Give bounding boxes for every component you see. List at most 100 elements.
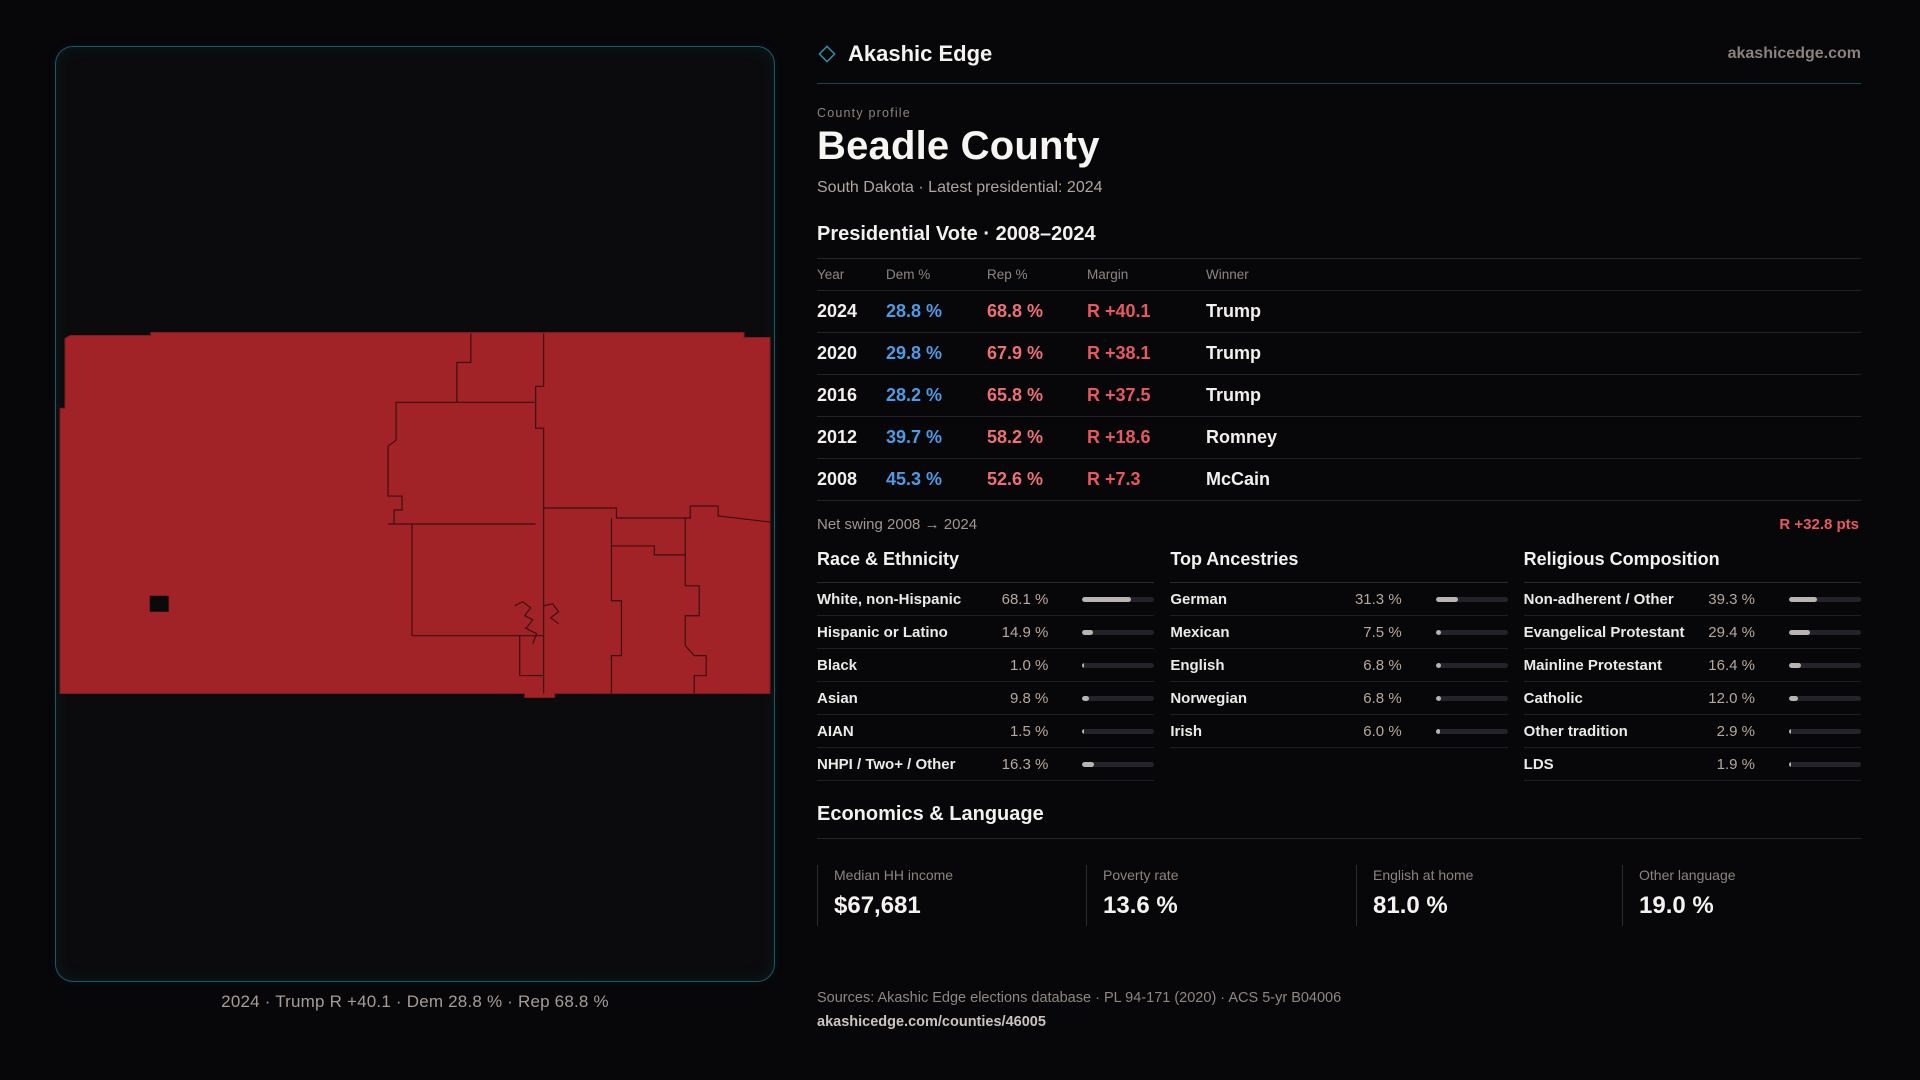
vote-dem-pct: 28.8 %: [886, 301, 943, 321]
diamond-icon: [817, 44, 837, 64]
vote-winner: Romney: [1206, 427, 1278, 447]
demo-bar-fill: [1082, 596, 1132, 602]
stat-value: 81.0 %: [1373, 892, 1448, 919]
demo-value: 68.1 %: [1001, 590, 1049, 608]
vote-row-2024: 2024 28.8 % 68.8 % R +40.1 Trump: [817, 290, 1861, 332]
demo-label: Non-adherent / Other: [1523, 590, 1674, 608]
vote-table-body: 2024 28.8 % 68.8 % R +40.1 Trump 2020 29.8 % 67…: [817, 290, 1861, 501]
demo-label: White, non-Hispanic: [817, 590, 962, 608]
demo-bar-track: [1789, 596, 1861, 602]
demo-bar-fill: [1082, 761, 1095, 767]
demo-label: Irish: [1170, 722, 1203, 740]
demo-bar-track: [1082, 596, 1155, 602]
demo-label: LDS: [1523, 755, 1554, 773]
demo-label: AIAN: [817, 722, 854, 740]
demo-value: 1.0 %: [1009, 656, 1049, 674]
page-subtitle: South Dakota · Latest presidential: 2024: [817, 179, 1103, 196]
demo-bar-fill: [1082, 728, 1084, 734]
precinct-lines: [387, 333, 771, 694]
demo-row: Non-adherent / Other 39.3 %: [1523, 583, 1861, 616]
vote-dem-pct: 45.3 %: [886, 469, 943, 489]
demo-label: Mainline Protestant: [1523, 656, 1663, 674]
vote-table: Year Dem % Rep % Margin Winner 2024 28.8 % 68.…: [817, 258, 1861, 501]
demo-value: 16.4 %: [1708, 656, 1755, 674]
demo-bar-fill: [1435, 728, 1440, 734]
vote-year: 2012: [817, 427, 858, 447]
vote-rep-pct: 68.8 %: [987, 301, 1044, 321]
county-map: [59, 332, 771, 698]
permalink-link[interactable]: akashicedge.com/counties/46005: [817, 1014, 1046, 1030]
demo-bar-track: [1435, 629, 1508, 635]
demo-bar-fill: [1082, 662, 1084, 668]
demo-bar-fill: [1789, 728, 1792, 734]
demo-label: Black: [817, 656, 858, 674]
eyebrow-label: County profile: [817, 106, 911, 120]
demo-bar-fill: [1435, 596, 1459, 602]
county-shape: [59, 332, 771, 698]
demo-value: 6.8 %: [1363, 689, 1402, 707]
demographics: Race & Ethnicity White, non-Hispanic 68.1 …: [817, 541, 1861, 781]
demo-value: 6.0 %: [1363, 722, 1402, 740]
demo-section-top-ancestries: Top Ancestries German 31.3 % Mexican 7.5 % En…: [1170, 541, 1508, 781]
demo-bar-fill: [1789, 629, 1811, 635]
demo-value: 7.5 %: [1363, 623, 1402, 641]
brand: Akashic Edge: [817, 41, 992, 67]
vote-winner: Trump: [1206, 343, 1262, 363]
header: Akashic Edge akashicedge.com: [817, 40, 1861, 68]
vote-rep-pct: 52.6 %: [987, 469, 1044, 489]
demo-label: German: [1170, 590, 1228, 608]
site-domain: akashicedge.com: [1727, 45, 1861, 62]
demo-bar-track: [1435, 662, 1508, 668]
demo-row: Mexican 7.5 %: [1170, 616, 1508, 649]
demo-bar-track: [1789, 629, 1861, 635]
net-swing: Net swing 2008 → 2024 R +32.8 pts: [817, 503, 1861, 533]
vote-margin: R +7.3: [1087, 469, 1141, 489]
economics-stats: Median HH income $67,681 Poverty rate 13.6 …: [817, 865, 1861, 926]
demo-label: Hispanic or Latino: [817, 623, 948, 641]
vote-rep-pct: 58.2 %: [987, 427, 1044, 447]
demo-bar-fill: [1789, 761, 1791, 767]
demo-label: Mexican: [1170, 623, 1230, 641]
footer: Sources: Akashic Edge elections database…: [817, 990, 1861, 1031]
net-swing-label: Net swing 2008 → 2024: [817, 516, 978, 533]
demo-row: LDS 1.9 %: [1523, 748, 1861, 781]
page-title: Beadle County: [817, 124, 1100, 168]
stat-card: Other language 19.0 %: [1622, 865, 1861, 926]
profile-pane: Akashic Edge akashicedge.com County prof…: [817, 40, 1861, 1060]
vote-year: 2008: [817, 469, 858, 489]
vote-year: 2016: [817, 385, 858, 405]
demo-bar-fill: [1435, 662, 1441, 668]
demo-section-race-ethnicity: Race & Ethnicity White, non-Hispanic 68.1 …: [817, 541, 1155, 781]
vote-dem-pct: 39.7 %: [886, 427, 943, 447]
demo-bar-track: [1082, 695, 1155, 701]
vote-winner: Trump: [1206, 301, 1262, 321]
sources-line: Sources: Akashic Edge elections database…: [817, 990, 1342, 1006]
vote-margin: R +38.1: [1087, 343, 1151, 363]
vote-rep-pct: 67.9 %: [987, 343, 1044, 363]
vote-dem-pct: 29.8 %: [886, 343, 943, 363]
demo-bar-fill: [1789, 596, 1818, 602]
stat-label: Poverty rate: [1103, 867, 1179, 883]
stat-label: Other language: [1639, 867, 1736, 883]
col-header-winner: Winner: [1206, 267, 1249, 282]
demo-bar-track: [1789, 728, 1861, 734]
demo-row: Evangelical Protestant 29.4 %: [1523, 616, 1861, 649]
demo-value: 31.3 %: [1354, 590, 1402, 608]
vote-winner: Trump: [1206, 385, 1262, 405]
demo-bar-track: [1082, 761, 1155, 767]
demo-section-title: Religious Composition: [1523, 541, 1861, 583]
demo-bar-fill: [1082, 695, 1090, 701]
demo-value: 12.0 %: [1708, 689, 1755, 707]
demo-label: Catholic: [1523, 689, 1583, 707]
vote-margin: R +37.5: [1087, 385, 1151, 405]
demo-label: NHPI / Two+ / Other: [817, 755, 956, 773]
vote-row-2012: 2012 39.7 % 58.2 % R +18.6 Romney: [817, 416, 1861, 458]
demo-bar-track: [1435, 728, 1508, 734]
demo-row: Irish 6.0 %: [1170, 715, 1508, 748]
demo-bar-fill: [1789, 662, 1801, 668]
brand-name: Akashic Edge: [848, 41, 993, 66]
demo-label: English: [1170, 656, 1225, 674]
map-hole: [149, 595, 169, 612]
demo-row: Norwegian 6.8 %: [1170, 682, 1508, 715]
vote-row-2016: 2016 28.2 % 65.8 % R +37.5 Trump: [817, 374, 1861, 416]
